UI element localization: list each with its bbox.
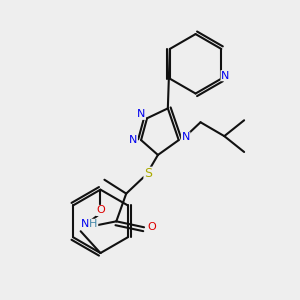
Text: N: N bbox=[221, 71, 230, 81]
Text: O: O bbox=[96, 206, 105, 215]
Text: N: N bbox=[182, 132, 190, 142]
Text: N: N bbox=[137, 109, 145, 119]
Text: O: O bbox=[148, 222, 156, 232]
Text: N: N bbox=[80, 219, 89, 229]
Text: N: N bbox=[129, 135, 137, 145]
Text: S: S bbox=[144, 167, 152, 180]
Text: H: H bbox=[89, 219, 98, 229]
